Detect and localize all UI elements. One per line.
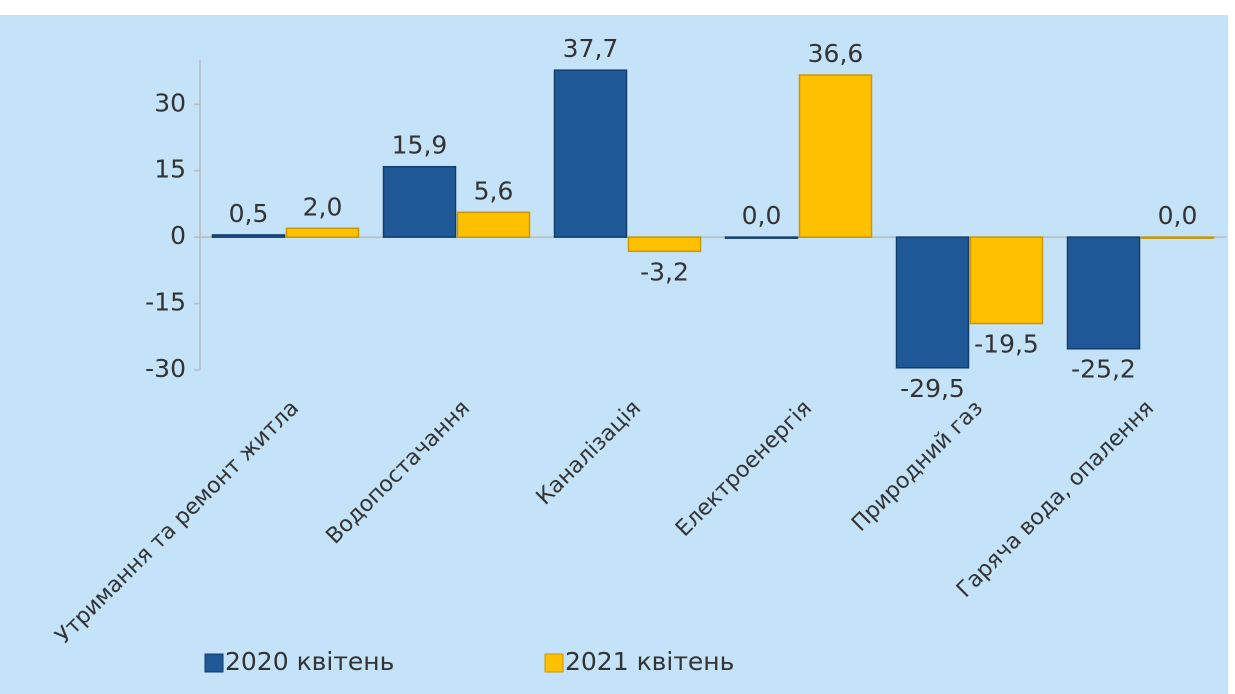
- bar: [895, 236, 970, 369]
- bar: [627, 236, 702, 253]
- bar: [456, 211, 531, 238]
- value-label: -3,2: [640, 257, 689, 286]
- bar: [969, 236, 1044, 325]
- value-label: -19,5: [974, 330, 1039, 359]
- bar: [724, 236, 799, 239]
- bar: [285, 227, 360, 238]
- value-label: 2,0: [303, 192, 343, 221]
- y-tick-label: -30: [145, 354, 186, 383]
- value-label: 37,7: [563, 34, 619, 63]
- bar: [553, 69, 628, 238]
- value-label: 0,0: [742, 201, 782, 230]
- value-label: -29,5: [900, 374, 965, 403]
- bar: [1140, 236, 1215, 239]
- value-label: 36,6: [808, 39, 864, 68]
- bar: [382, 165, 457, 238]
- legend-swatch: [204, 653, 224, 673]
- value-label: 5,6: [474, 176, 514, 205]
- value-label: 0,0: [1158, 201, 1198, 230]
- value-label: 15,9: [392, 131, 448, 160]
- legend-label: 2021 квітень: [565, 647, 734, 676]
- value-label: 0,5: [229, 199, 269, 228]
- y-tick-label: 0: [170, 221, 186, 250]
- bar: [211, 234, 286, 238]
- y-tick-label: -15: [145, 288, 186, 317]
- legend-label: 2020 квітень: [225, 647, 394, 676]
- bar: [798, 74, 873, 238]
- y-tick-label: 30: [154, 88, 186, 117]
- y-tick-label: 15: [154, 155, 186, 184]
- bar: [1066, 236, 1141, 350]
- value-label: -25,2: [1071, 355, 1136, 384]
- legend-swatch: [544, 653, 564, 673]
